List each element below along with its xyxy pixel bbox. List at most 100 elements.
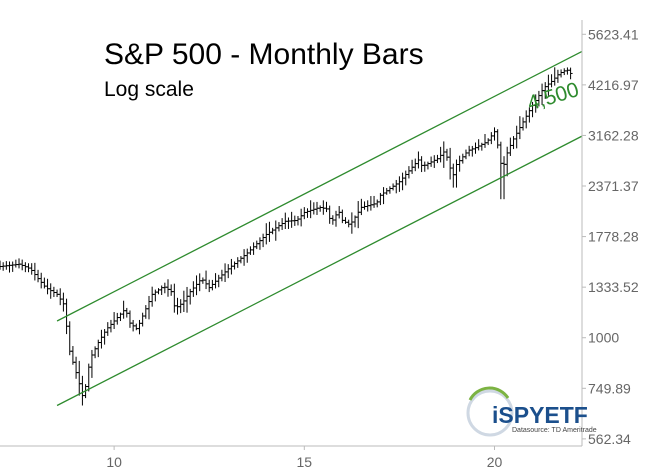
ohlc-bar	[245, 248, 250, 263]
ohlc-bar	[321, 200, 326, 215]
ohlc-bar	[394, 179, 399, 194]
ohlc-bars	[0, 67, 573, 406]
ohlc-bar	[324, 201, 329, 213]
ohlc-bar	[159, 285, 164, 295]
ohlc-bar	[432, 155, 437, 168]
ohlc-bar	[495, 129, 500, 149]
ohlc-bar	[77, 360, 82, 396]
ohlc-bar	[45, 278, 50, 295]
ohlc-bar	[115, 312, 120, 325]
ohlc-bar	[146, 295, 151, 320]
channel-upper-line	[56, 50, 583, 322]
logo-globe-icon	[466, 389, 514, 437]
y-tick-label: 1778.28	[588, 229, 639, 245]
ohlc-bar	[308, 200, 313, 219]
ohlc-bar	[102, 329, 107, 345]
ohlc-bar	[511, 136, 516, 150]
ohlc-bar	[216, 274, 221, 288]
ohlc-bar	[124, 307, 129, 318]
ohlc-bar	[178, 299, 183, 314]
ohlc-bar	[295, 215, 300, 226]
ohlc-bar	[441, 141, 446, 168]
ohlc-bar	[7, 261, 12, 273]
ohlc-bar	[280, 218, 285, 230]
ohlc-bar	[20, 259, 25, 271]
ohlc-bar	[229, 258, 234, 275]
ohlc-bar	[343, 217, 348, 224]
ohlc-bar	[559, 69, 564, 78]
ohlc-bar	[242, 249, 247, 266]
ohlc-bar	[460, 153, 465, 164]
ohlc-bar	[562, 68, 567, 76]
ispyetf-logo: iSPYETF Datasource: TD Ameritrade	[466, 386, 597, 437]
ohlc-bar	[375, 199, 380, 208]
ohlc-bar	[93, 346, 98, 359]
y-tick-label: 1333.52	[588, 279, 639, 295]
ohlc-bar	[438, 146, 443, 163]
ohlc-bar	[254, 240, 259, 250]
ohlc-bar	[210, 279, 215, 291]
ohlc-bar	[121, 300, 126, 319]
ohlc-bar	[305, 208, 310, 218]
ohlc-bar	[400, 172, 405, 191]
ohlc-bar	[372, 195, 377, 208]
ohlc-bar	[362, 201, 367, 210]
ohlc-bar	[368, 196, 373, 211]
x-tick-label: 10	[106, 454, 122, 470]
ohlc-bar	[200, 277, 205, 284]
ohlc-bar	[175, 297, 180, 315]
ohlc-bar	[273, 220, 278, 241]
ohlc-bar	[413, 158, 418, 172]
trend-channel	[56, 50, 583, 407]
ohlc-bar	[508, 137, 513, 156]
ohlc-bar	[140, 312, 145, 327]
ohlc-bar	[270, 227, 275, 235]
ohlc-bar	[311, 202, 316, 215]
ohlc-bar	[454, 159, 459, 188]
ohlc-bar	[498, 141, 503, 200]
ohlc-bar	[86, 363, 91, 392]
ohlc-bar	[153, 289, 158, 302]
ohlc-bar	[156, 288, 161, 295]
ohlc-bar	[219, 269, 224, 282]
ohlc-bar	[13, 259, 18, 268]
ohlc-bar	[391, 183, 396, 191]
ohlc-bar	[261, 233, 266, 248]
ohlc-bar	[502, 156, 507, 200]
x-axis-ticks: 10 15 20	[106, 446, 503, 470]
ohlc-bar	[150, 286, 155, 307]
ohlc-bar	[89, 349, 94, 378]
ohlc-bar	[444, 148, 449, 161]
ohlc-bar	[334, 210, 339, 227]
ohlc-bar	[521, 117, 526, 131]
x-tick-label: 15	[297, 454, 313, 470]
ohlc-bar	[248, 246, 253, 255]
ohlc-bar	[483, 134, 487, 148]
y-axis-ticks: 562.34 749.89 1000 1333.52 1778.28 2371.37 316…	[582, 26, 639, 447]
ohlc-bar	[356, 201, 361, 229]
ohlc-bar	[448, 147, 453, 180]
ohlc-bar	[61, 292, 66, 312]
ohlc-bar	[381, 187, 386, 205]
x-tick-label: 20	[487, 454, 503, 470]
ohlc-bar	[467, 145, 472, 157]
level-label: 4,500	[525, 78, 582, 115]
ohlc-bar	[470, 145, 475, 157]
ohlc-bar	[105, 322, 110, 336]
y-tick-label: 3162.28	[588, 127, 639, 143]
ohlc-bar	[29, 263, 34, 275]
chart-subtitle: Log scale	[104, 78, 194, 101]
ohlc-bar	[223, 263, 228, 283]
logo-arc-icon	[468, 386, 510, 401]
ohlc-bar	[238, 256, 243, 264]
ohlc-bar	[387, 186, 392, 194]
ohlc-bar	[166, 279, 171, 297]
ohlc-bar	[134, 323, 139, 331]
y-tick-label: 1000	[588, 330, 619, 346]
ohlc-bar	[185, 286, 190, 313]
ohlc-bar	[492, 127, 497, 141]
ohlc-bar	[276, 222, 281, 232]
ohlc-bar	[568, 67, 573, 80]
ohlc-bar	[457, 155, 462, 172]
